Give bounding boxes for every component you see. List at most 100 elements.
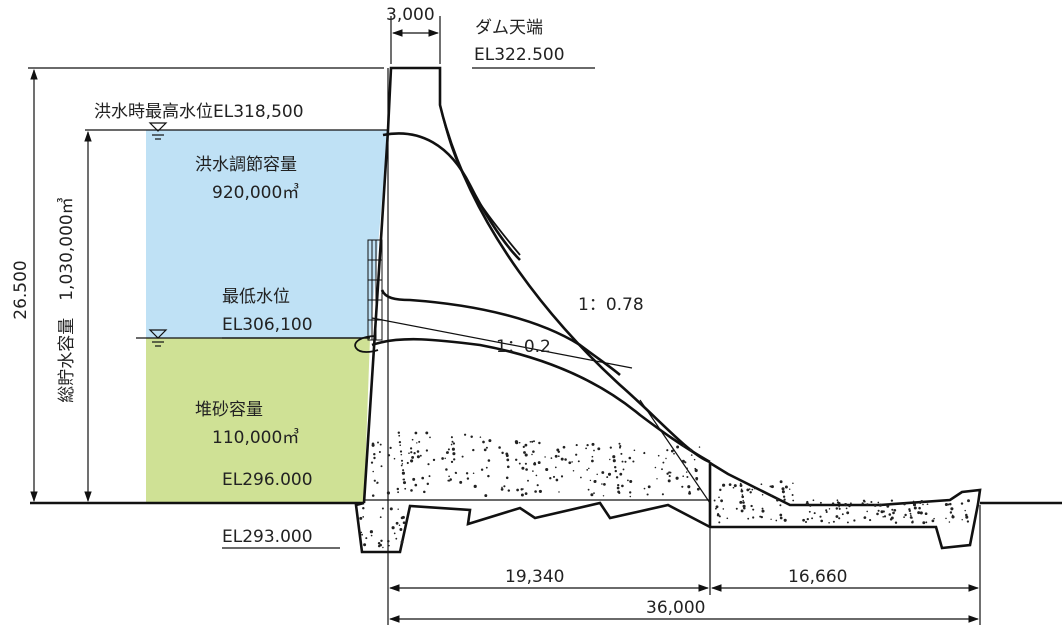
- foundation-elevation: EL293.000: [222, 527, 313, 547]
- stipple-dot: [951, 515, 955, 519]
- stipple-dot: [836, 499, 839, 502]
- stipple-dot: [453, 458, 456, 461]
- stipple-dot: [619, 446, 621, 449]
- stipple-dot: [531, 440, 534, 443]
- stipple-dot: [825, 510, 828, 514]
- stipple-dot: [812, 499, 815, 502]
- stipple-dot: [761, 507, 764, 510]
- stipple-dot: [961, 519, 963, 521]
- stipple-dot: [377, 541, 381, 545]
- stipple-dot: [739, 484, 743, 487]
- stipple-dot: [452, 452, 456, 456]
- stipple-dot: [747, 517, 750, 520]
- stipple-dot: [779, 504, 782, 507]
- stipple-dot: [596, 473, 598, 476]
- stipple-dot: [441, 457, 444, 460]
- stipple-dot: [503, 485, 506, 488]
- stipple-dot: [904, 513, 907, 517]
- stipple-dot: [533, 440, 535, 443]
- stipple-dot: [661, 493, 664, 496]
- stipple-dot: [381, 507, 384, 510]
- stipple-dot: [402, 481, 407, 485]
- stipple-dot: [552, 475, 556, 478]
- stipple-dot: [410, 459, 414, 463]
- stipple-dot: [770, 485, 774, 489]
- stipple-dot: [617, 490, 620, 494]
- stipple-dot: [360, 531, 363, 534]
- stipple-dot: [776, 497, 778, 500]
- stipple-dot: [912, 500, 915, 503]
- stipple-dot: [400, 464, 403, 467]
- stipple-dot: [882, 516, 884, 518]
- stipple-dot: [685, 471, 688, 473]
- stipple-dot: [912, 503, 917, 507]
- stipple-dot: [850, 502, 852, 505]
- stipple-dot: [853, 519, 856, 522]
- stipple-dot: [425, 431, 429, 435]
- stipple-dot: [910, 514, 912, 517]
- stipple-dot: [363, 543, 367, 547]
- stipple-dot: [488, 439, 492, 443]
- stipple-dot: [748, 488, 751, 490]
- stipple-dot: [949, 502, 952, 506]
- stipple-dot: [379, 516, 382, 519]
- stipple-dot: [682, 444, 685, 447]
- stipple-dot: [720, 499, 724, 503]
- stipple-dot: [373, 452, 376, 456]
- stipple-dot: [529, 440, 532, 443]
- stipple-dot: [806, 517, 809, 521]
- stipple-dot: [523, 451, 526, 454]
- crest-width-label: 3,000: [386, 5, 435, 25]
- stipple-dot: [753, 487, 756, 490]
- downstream-slope-label: 1：0.78: [578, 295, 644, 315]
- stipple-dot: [524, 492, 528, 495]
- stipple-dot: [909, 512, 912, 515]
- stipple-dot: [429, 436, 431, 439]
- stipple-dot: [681, 459, 685, 463]
- stipple-dot: [472, 448, 475, 452]
- stipple-dot: [521, 466, 525, 470]
- stipple-dot: [534, 490, 537, 493]
- stipple-dot: [376, 482, 378, 484]
- stipple-dot: [414, 431, 418, 435]
- apron-dimension: 16,660: [788, 567, 847, 587]
- stipple-dot: [847, 512, 849, 515]
- stipple-dot: [666, 472, 669, 475]
- stipple-dot: [425, 449, 429, 452]
- stipple-dot: [506, 465, 510, 469]
- stipple-dot: [688, 490, 691, 493]
- stipple-dot: [591, 459, 594, 463]
- stipple-dot: [560, 457, 564, 461]
- stipple-dot: [524, 443, 528, 447]
- stipple-dot: [538, 489, 542, 493]
- stipple-dot: [501, 451, 504, 455]
- stipple-dot: [451, 447, 455, 451]
- stipple-dot: [585, 447, 587, 450]
- stipple-dot: [399, 444, 402, 447]
- stipple-dot: [410, 451, 413, 454]
- stipple-dot: [450, 460, 454, 464]
- flood-capacity-title: 洪水調節容量: [195, 155, 297, 175]
- stipple-dot: [560, 475, 564, 478]
- stipple-dot: [668, 475, 671, 478]
- stipple-dot: [370, 461, 374, 464]
- stipple-dot: [808, 510, 811, 513]
- stipple-dot: [920, 499, 924, 503]
- stipple-dot: [395, 537, 398, 540]
- stipple-dot: [886, 504, 890, 508]
- stipple-dot: [828, 508, 831, 510]
- stipple-dot: [451, 440, 454, 443]
- stipple-dot: [616, 486, 620, 490]
- stipple-dot: [618, 442, 621, 445]
- stipple-dot: [402, 521, 406, 525]
- stipple-dot: [919, 501, 922, 505]
- stipple-dot: [416, 442, 418, 444]
- stipple-dot: [397, 431, 400, 434]
- stipple-dot: [505, 476, 509, 480]
- stipple-dot: [622, 468, 625, 471]
- sediment-top-elevation: EL296.000: [222, 470, 313, 490]
- stipple-dot: [804, 520, 808, 524]
- stipple-dot: [572, 470, 575, 472]
- stipple-dot: [447, 448, 450, 451]
- stipple-dot: [473, 484, 477, 488]
